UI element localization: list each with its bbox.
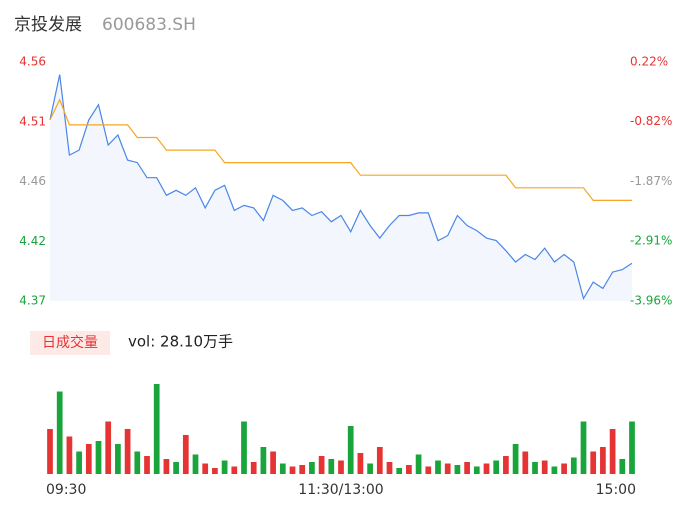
- volume-bar: [590, 451, 597, 474]
- volume-bar: [570, 457, 577, 474]
- volume-bar: [347, 426, 354, 474]
- volume-bar: [85, 444, 92, 474]
- volume-bar: [600, 447, 606, 474]
- volume-bar: [163, 459, 170, 474]
- volume-bar: [580, 421, 587, 474]
- volume-bar: [134, 451, 141, 474]
- volume-bar: [629, 421, 635, 474]
- volume-bar: [56, 391, 63, 474]
- volume-bar: [473, 466, 480, 474]
- y-tick-label: 4.56: [19, 55, 46, 69]
- stock-code: 600683.SH: [102, 15, 196, 35]
- volume-bar: [522, 451, 529, 474]
- volume-bar: [328, 459, 335, 474]
- volume-bar: [202, 463, 209, 474]
- volume-bar: [464, 462, 470, 474]
- volume-bar: [541, 460, 548, 474]
- volume-bar: [357, 453, 364, 474]
- volume-bar: [231, 466, 238, 474]
- volume-bar: [279, 463, 286, 474]
- volume-bar: [406, 465, 412, 474]
- y-tick-label: 4.42: [19, 234, 46, 248]
- volume-bar: [260, 447, 267, 474]
- volume-bar: [396, 468, 403, 474]
- volume-bar: [47, 429, 53, 474]
- series-line: [49, 74, 633, 301]
- y2-tick-label: -0.82%: [630, 114, 672, 128]
- volume-total: vol: 28.10万手: [128, 333, 233, 351]
- volume-bar: [212, 468, 218, 474]
- volume-bar: [241, 421, 247, 474]
- volume-bar: [503, 456, 509, 474]
- volume-tag-bg: [30, 331, 110, 355]
- volume-bar: [367, 463, 373, 474]
- volume-bar: [270, 451, 276, 474]
- y-tick-label: 4.46: [19, 174, 46, 188]
- volume-bar: [192, 454, 199, 474]
- volume-bar: [493, 460, 500, 474]
- volume-bar: [551, 466, 558, 474]
- volume-bar: [376, 447, 383, 474]
- volume-bar: [115, 444, 121, 474]
- volume-bar: [338, 460, 344, 474]
- volume-bar: [318, 456, 325, 474]
- volume-bar: [144, 456, 150, 474]
- volume-bar: [153, 384, 160, 474]
- volume-bar: [182, 435, 189, 474]
- volume-bar: [221, 460, 228, 474]
- x-tick-label: 11:30/13:00: [298, 482, 383, 498]
- volume-bar: [105, 421, 112, 474]
- y2-tick-label: -3.96%: [630, 294, 672, 308]
- price-area: [50, 74, 632, 301]
- x-tick-label: 15:00: [596, 482, 636, 498]
- volume-bar: [444, 463, 451, 474]
- stock-name: 京投发展: [14, 15, 82, 35]
- volume-bar: [415, 454, 422, 474]
- volume-bar: [309, 462, 315, 474]
- y-tick-label: 4.51: [19, 114, 46, 128]
- volume-bar: [483, 463, 490, 474]
- y2-tick-label: -1.87%: [630, 174, 672, 188]
- volume-bar: [386, 462, 393, 474]
- volume-bar: [95, 441, 102, 474]
- y2-tick-label: -2.91%: [630, 233, 672, 247]
- volume-bar: [609, 429, 616, 474]
- volume-bar: [250, 462, 257, 474]
- volume-bar: [289, 466, 296, 474]
- volume-bar: [425, 466, 432, 474]
- volume-bar: [173, 462, 179, 474]
- volume-bar: [512, 444, 519, 474]
- y2-tick-label: 0.22%: [630, 55, 668, 69]
- volume-bar: [299, 465, 306, 474]
- volume-bar: [619, 459, 626, 474]
- series-line: [49, 98, 632, 201]
- volume-bar: [532, 462, 538, 474]
- x-tick-label: 09:30: [46, 482, 86, 498]
- volume-bar: [66, 436, 73, 474]
- volume-tag: 日成交量: [42, 334, 98, 351]
- volume-bar: [76, 451, 82, 474]
- volume-bar: [561, 463, 567, 474]
- volume-bar: [435, 460, 441, 474]
- volume-bar: [124, 429, 131, 474]
- volume-bar: [454, 465, 461, 474]
- y-tick-label: 4.37: [19, 294, 46, 308]
